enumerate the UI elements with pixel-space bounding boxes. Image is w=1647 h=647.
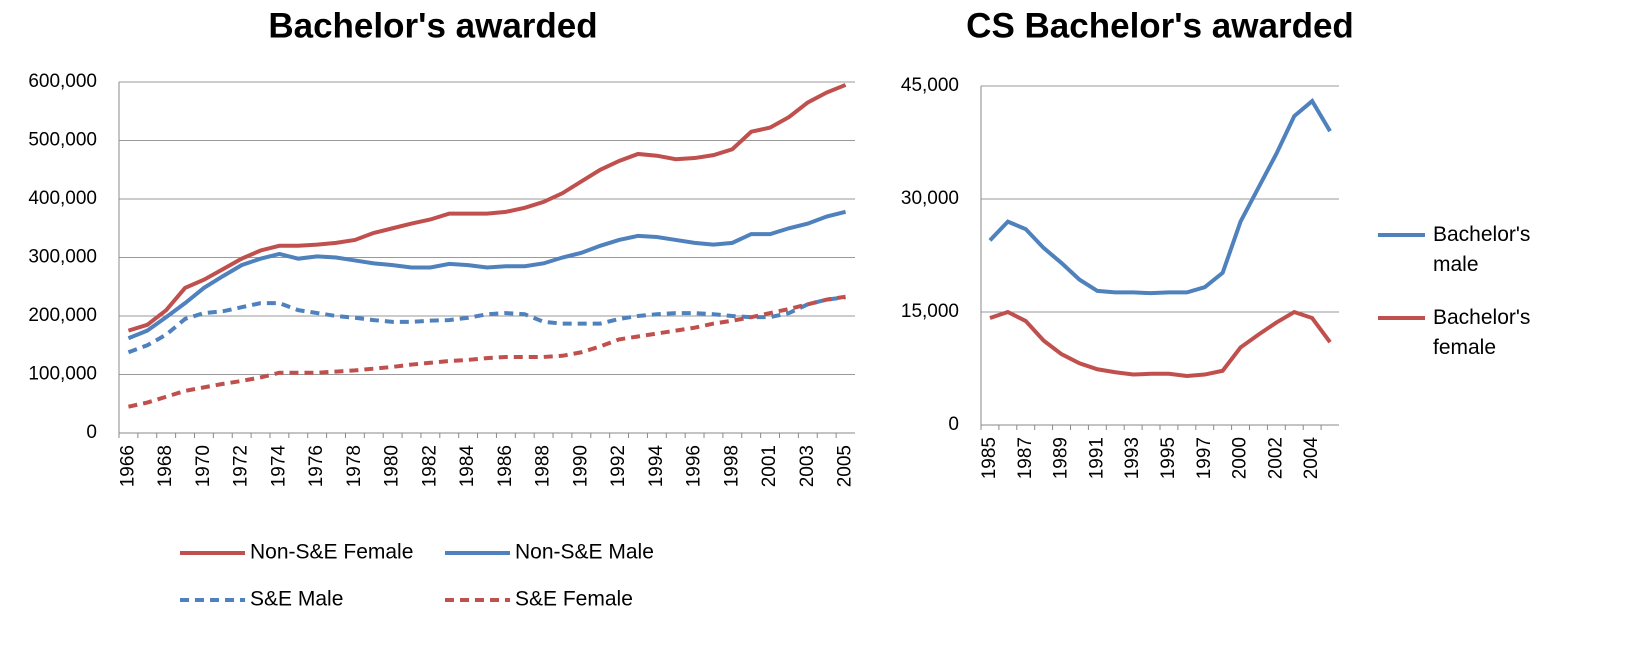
y-tick-label: 0 xyxy=(86,422,97,443)
x-tick-label: 1986 xyxy=(495,445,516,487)
x-tick-label: 1985 xyxy=(979,437,1000,479)
y-tick-label: 100,000 xyxy=(28,364,97,385)
legend-label: S&E Male xyxy=(250,588,343,611)
y-tick-label: 15,000 xyxy=(901,301,959,322)
x-tick-label: 1995 xyxy=(1158,437,1179,479)
y-tick-label: 500,000 xyxy=(28,130,97,151)
x-tick-label: 1988 xyxy=(533,445,554,487)
legend-label: Bachelor's female xyxy=(1433,306,1531,359)
x-tick-label: 1978 xyxy=(344,445,365,487)
y-tick-label: 200,000 xyxy=(28,305,97,326)
x-tick-label: 1968 xyxy=(155,445,176,487)
legend-label: S&E Female xyxy=(515,588,633,611)
x-tick-label: 1984 xyxy=(457,445,478,488)
x-tick-label: 1993 xyxy=(1122,437,1143,479)
x-tick-label: 1997 xyxy=(1194,437,1215,479)
y-tick-label: 30,000 xyxy=(901,188,959,209)
series-line xyxy=(989,309,1332,379)
x-tick-label: 2000 xyxy=(1230,437,1251,479)
chart-title: Bachelor's awarded xyxy=(268,6,597,45)
legend-label: Non-S&E Female xyxy=(250,541,413,564)
legend-label: Bachelor's male xyxy=(1433,223,1531,276)
x-tick-label: 1974 xyxy=(268,445,289,488)
y-tick-label: 0 xyxy=(948,414,959,435)
x-tick-label: 1998 xyxy=(721,445,742,487)
x-tick-label: 1989 xyxy=(1051,437,1072,479)
series-line xyxy=(988,98,1332,296)
y-tick-label: 400,000 xyxy=(28,188,97,209)
series-line xyxy=(127,83,847,333)
x-tick-label: 1972 xyxy=(231,445,252,487)
chart-title: CS Bachelor's awarded xyxy=(966,6,1354,45)
x-tick-label: 1982 xyxy=(419,445,440,487)
x-tick-label: 1996 xyxy=(684,445,705,487)
series-line xyxy=(127,209,847,341)
x-tick-label: 1990 xyxy=(570,445,591,487)
y-tick-label: 45,000 xyxy=(901,75,959,96)
series-line xyxy=(128,294,846,409)
y-tick-label: 600,000 xyxy=(28,71,97,92)
x-tick-label: 1976 xyxy=(306,445,327,487)
x-tick-label: 2005 xyxy=(835,445,856,487)
x-tick-label: 1980 xyxy=(382,445,403,487)
x-tick-label: 1991 xyxy=(1086,437,1107,479)
series-line xyxy=(127,295,846,355)
x-tick-label: 2004 xyxy=(1301,437,1322,480)
y-tick-label: 300,000 xyxy=(28,247,97,268)
x-tick-label: 1992 xyxy=(608,445,629,487)
x-tick-label: 2003 xyxy=(797,445,818,487)
x-tick-label: 1966 xyxy=(117,445,138,487)
x-tick-label: 1987 xyxy=(1015,437,1036,479)
x-tick-label: 2001 xyxy=(759,445,780,487)
x-tick-label: 1994 xyxy=(646,445,667,488)
x-tick-label: 2002 xyxy=(1265,437,1286,479)
x-tick-label: 1970 xyxy=(193,445,214,487)
legend-label: Non-S&E Male xyxy=(515,541,654,564)
